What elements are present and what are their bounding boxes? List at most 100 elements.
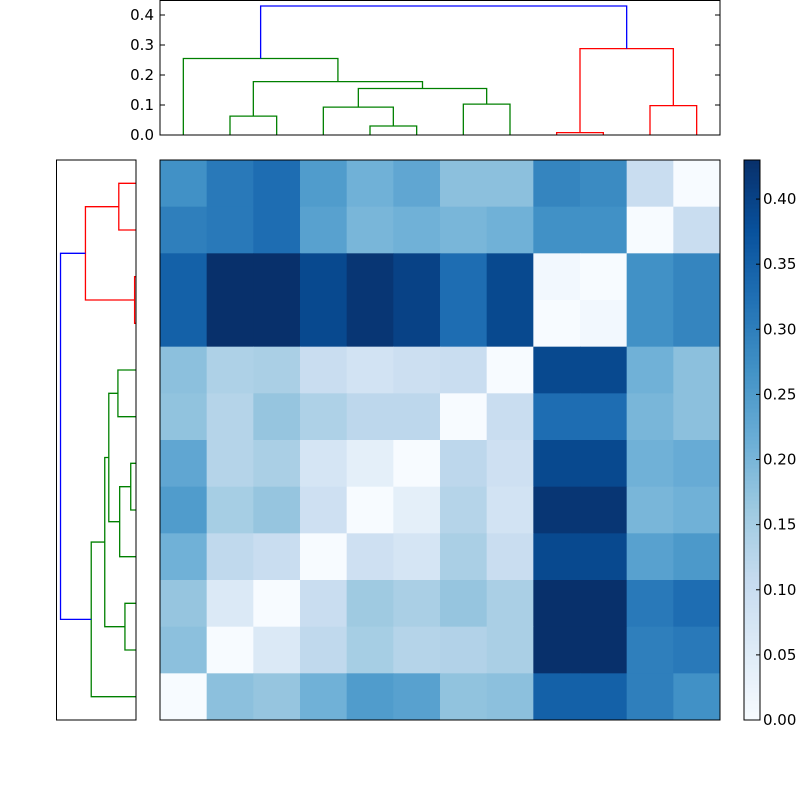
heatmap-cell: [440, 440, 488, 488]
heatmap-cell: [300, 673, 348, 721]
heatmap-cell: [580, 533, 628, 581]
heatmap-cell: [673, 346, 721, 394]
colorbar-segment: [744, 368, 760, 373]
colorbar-segment: [744, 548, 760, 553]
heatmap-cell: [626, 626, 674, 674]
heatmap-cell: [580, 253, 628, 301]
colorbar-segment: [744, 332, 760, 337]
heatmap-cell: [253, 626, 301, 674]
heatmap-cell: [253, 580, 301, 628]
colorbar-segment: [744, 284, 760, 289]
colorbar-segment: [744, 512, 760, 517]
colorbar-segment: [744, 200, 760, 205]
heatmap-cell: [486, 533, 534, 581]
colorbar-tick-label: 0.30: [763, 320, 796, 338]
colorbar-segment: [744, 392, 760, 397]
dendrogram-link: [84, 206, 135, 301]
heatmap-cell: [673, 440, 721, 488]
colorbar-segment: [744, 420, 760, 425]
colorbar: 0.00 0.05 0.10 0.15 0.20 0.25 0.30 0.35 0.40: [743, 159, 796, 729]
colorbar-segment: [744, 644, 760, 649]
heatmap-cell: [486, 346, 534, 394]
heatmap-cell: [673, 206, 721, 254]
heatmap-cell: [206, 580, 254, 628]
heatmap-cell: [440, 486, 488, 534]
heatmap-cell: [486, 440, 534, 488]
colorbar-segment: [744, 356, 760, 361]
colorbar-segment: [744, 216, 760, 221]
heatmap-cell: [440, 393, 488, 441]
heatmap-cell: [580, 440, 628, 488]
colorbar-segment: [744, 612, 760, 617]
heatmap-cell: [486, 673, 534, 721]
heatmap-cell: [673, 533, 721, 581]
heatmap-cell: [346, 253, 394, 301]
colorbar-segment: [744, 524, 760, 529]
colorbar-segment: [744, 536, 760, 541]
heatmap-cell: [253, 393, 301, 441]
heatmap-cell: [253, 300, 301, 348]
heatmap-cell: [673, 626, 721, 674]
colorbar-segment: [744, 516, 760, 521]
heatmap-cell: [393, 393, 441, 441]
colorbar-segment: [744, 584, 760, 589]
dendrogram-link: [252, 80, 424, 117]
dendrogram-link: [90, 541, 136, 698]
heatmap-cell: [160, 626, 208, 674]
dendrogram-link: [259, 5, 628, 59]
heatmap-cell: [160, 533, 208, 581]
dendrogram-link: [124, 602, 136, 651]
colorbar-segment: [744, 664, 760, 669]
colorbar-segment: [744, 580, 760, 585]
heatmap-cell: [160, 440, 208, 488]
heatmap-cell: [346, 533, 394, 581]
colorbar-segment: [744, 668, 760, 673]
colorbar-segment: [744, 448, 760, 453]
colorbar-segment: [744, 372, 760, 377]
heatmap-cell: [533, 673, 581, 721]
colorbar-segment: [744, 184, 760, 189]
colorbar-segment: [744, 304, 760, 309]
heatmap-cell: [440, 626, 488, 674]
heatmap-cell: [580, 160, 628, 208]
heatmap-cell: [206, 393, 254, 441]
heatmap-cell: [393, 206, 441, 254]
heatmap-cell: [393, 626, 441, 674]
dendrogram-link: [649, 104, 698, 135]
heatmap-cell: [160, 346, 208, 394]
colorbar-segment: [744, 400, 760, 405]
dendrogram-link: [59, 252, 92, 621]
heatmap-cell: [300, 580, 348, 628]
colorbar-segment: [744, 264, 760, 269]
colorbar-segment: [744, 544, 760, 549]
heatmap-cell: [393, 160, 441, 208]
heatmap-cell: [626, 440, 674, 488]
heatmap-cell: [206, 533, 254, 581]
heatmap-cell: [533, 486, 581, 534]
heatmap-cell: [486, 393, 534, 441]
heatmap-cell: [440, 346, 488, 394]
colorbar-segment: [744, 288, 760, 293]
dendrogram-link: [119, 486, 136, 558]
colorbar-segment: [744, 404, 760, 409]
heatmap-cell: [580, 626, 628, 674]
heatmap-cell: [626, 486, 674, 534]
colorbar-segment: [744, 460, 760, 465]
heatmap-cell: [440, 160, 488, 208]
colorbar-segment: [744, 324, 760, 329]
colorbar-segment: [744, 496, 760, 501]
colorbar-segment: [744, 192, 760, 197]
heatmap-cell: [533, 300, 581, 348]
colorbar-segment: [744, 308, 760, 313]
dendrogram-link: [229, 115, 278, 135]
heatmap-cells: [159, 159, 721, 721]
colorbar-segment: [744, 164, 760, 169]
colorbar-segment: [744, 508, 760, 513]
colorbar-segment: [744, 628, 760, 633]
heatmap-cell: [626, 206, 674, 254]
dendrogram-link: [130, 462, 136, 511]
colorbar-segment: [744, 648, 760, 653]
heatmap-cell: [533, 206, 581, 254]
heatmap-cell: [206, 206, 254, 254]
heatmap-cell: [253, 160, 301, 208]
